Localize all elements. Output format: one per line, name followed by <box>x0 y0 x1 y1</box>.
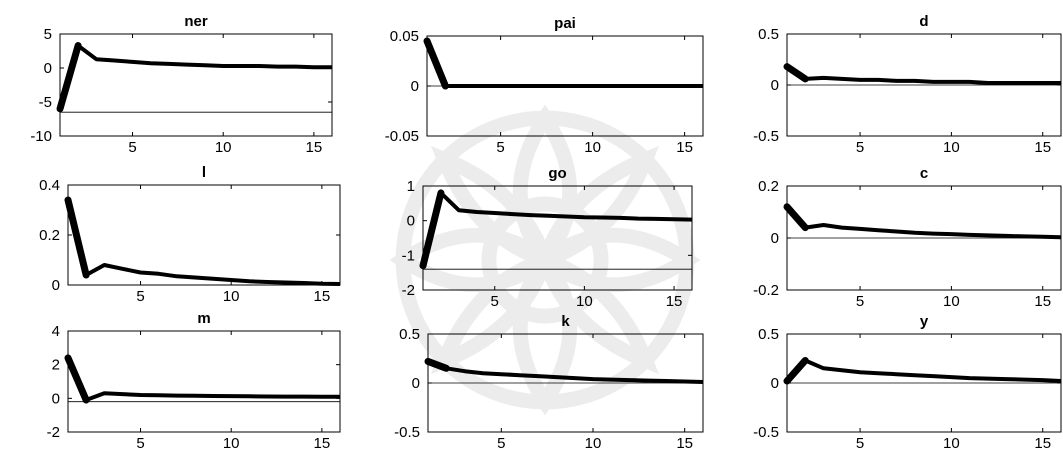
x-tick-label: 10 <box>223 288 240 305</box>
y-tick-label: 0 <box>771 77 779 94</box>
panel-ner: 5 10 15 5 0 -5 -10 ner <box>30 13 333 156</box>
impulse-segment <box>783 63 809 83</box>
y-tick-label: -0.2 <box>753 282 779 299</box>
y-tick-label: 0 <box>407 213 415 230</box>
x-tick-label: 5 <box>136 435 144 452</box>
panel-title: m <box>197 310 210 327</box>
y-tick-label: -0.5 <box>753 128 779 145</box>
y-tick-label: 1 <box>407 178 415 195</box>
x-tick-label: 10 <box>223 435 240 452</box>
y-tick-label: 0.05 <box>390 28 419 45</box>
panel-title: pai <box>554 15 576 32</box>
panel-title: l <box>202 164 206 181</box>
y-tick-label: 0 <box>412 375 420 392</box>
y-tick-label: 0.4 <box>39 177 60 194</box>
panel-l: 5 10 15 0.4 0.2 0 l <box>39 164 341 305</box>
impulse-segment <box>419 189 445 270</box>
panel-d: 5 10 15 0.5 0 -0.5 d <box>753 13 1062 156</box>
y-tick-label: -5 <box>39 94 52 111</box>
series-line-l <box>66 199 341 286</box>
impulse-segment <box>56 42 82 113</box>
x-tick-label: 10 <box>584 139 601 156</box>
y-tick-label: 0 <box>771 230 779 247</box>
axes-box <box>67 184 341 286</box>
y-tick-label: 0.2 <box>758 178 779 195</box>
panel-k: 5 10 15 0.5 0 -0.5 k <box>394 313 704 452</box>
x-tick-label: 15 <box>1034 139 1051 156</box>
x-tick-label: 15 <box>314 435 331 452</box>
y-tick-label: 0.5 <box>399 326 420 343</box>
watermark-rosette-icon <box>389 104 701 416</box>
impulse-segment <box>64 196 90 279</box>
impulse-segment <box>423 37 449 90</box>
y-tick-label: 0 <box>411 78 419 95</box>
x-tick-label: 5 <box>128 139 136 156</box>
x-tick-label: 10 <box>943 435 960 452</box>
impulse-segment <box>64 354 90 404</box>
panel-title: y <box>920 313 929 330</box>
series-line-ner <box>58 43 332 110</box>
x-tick-label: 5 <box>491 293 499 310</box>
x-tick-label: 5 <box>856 139 864 156</box>
x-tick-label: 15 <box>676 139 693 156</box>
x-tick-label: 10 <box>943 139 960 156</box>
series-line-go <box>421 190 693 267</box>
axes-box <box>422 185 693 291</box>
y-tick-label: 5 <box>44 26 52 43</box>
x-tick-label: 5 <box>497 435 505 452</box>
series-line-d <box>785 64 1061 85</box>
y-tick-label: 0.5 <box>758 326 779 343</box>
series-line-k <box>427 359 704 384</box>
impulse-segment <box>424 357 450 372</box>
series-line-y <box>785 358 1062 383</box>
y-tick-label: 2 <box>52 357 60 374</box>
y-tick-label: -2 <box>47 424 60 441</box>
panel-title: k <box>561 313 570 330</box>
x-tick-label: 5 <box>136 288 144 305</box>
panel-title: d <box>919 13 928 30</box>
panel-title: ner <box>184 13 208 30</box>
x-tick-label: 10 <box>585 435 602 452</box>
axes-box <box>59 33 333 137</box>
axes-box <box>67 330 341 433</box>
y-tick-label: -0.5 <box>394 424 420 441</box>
impulse-segment <box>783 203 809 232</box>
y-tick-label: -1 <box>402 247 415 264</box>
y-tick-label: 0.5 <box>758 26 779 43</box>
y-tick-label: -0.05 <box>385 128 419 145</box>
series-line-c <box>785 205 1062 240</box>
y-tick-label: 0.2 <box>39 227 60 244</box>
y-tick-label: 0 <box>771 375 779 392</box>
x-tick-label: 5 <box>856 435 864 452</box>
series-line-m <box>66 357 340 402</box>
panel-pai: 5 10 15 0.05 0 -0.05 pai <box>385 15 704 156</box>
panel-title: c <box>920 165 928 182</box>
x-tick-label: 15 <box>306 139 323 156</box>
y-tick-label: 0 <box>52 277 60 294</box>
x-tick-label: 10 <box>215 139 232 156</box>
y-tick-label: -2 <box>402 282 415 299</box>
x-tick-label: 15 <box>676 435 693 452</box>
panel-c: 5 10 15 0.2 0 -0.2 c <box>753 165 1062 310</box>
x-tick-label: 10 <box>576 293 593 310</box>
x-tick-label: 10 <box>943 293 960 310</box>
y-tick-label: 0 <box>44 60 52 77</box>
impulse-segment <box>783 356 809 385</box>
panel-title: go <box>548 165 566 182</box>
panel-y: 5 10 15 0.5 0 -0.5 y <box>753 313 1062 452</box>
x-tick-label: 15 <box>1034 435 1051 452</box>
x-tick-label: 15 <box>1034 293 1051 310</box>
x-tick-label: 5 <box>496 139 504 156</box>
panel-m: 5 10 15 4 2 0 -2 m <box>47 310 341 452</box>
y-tick-label: 0 <box>52 390 60 407</box>
x-tick-label: 15 <box>314 288 331 305</box>
series-line-pai <box>425 40 703 88</box>
x-tick-label: 5 <box>856 293 864 310</box>
y-tick-label: 4 <box>52 323 60 340</box>
y-tick-label: -0.5 <box>753 424 779 441</box>
y-tick-label: -10 <box>30 128 52 145</box>
x-tick-label: 15 <box>666 293 683 310</box>
